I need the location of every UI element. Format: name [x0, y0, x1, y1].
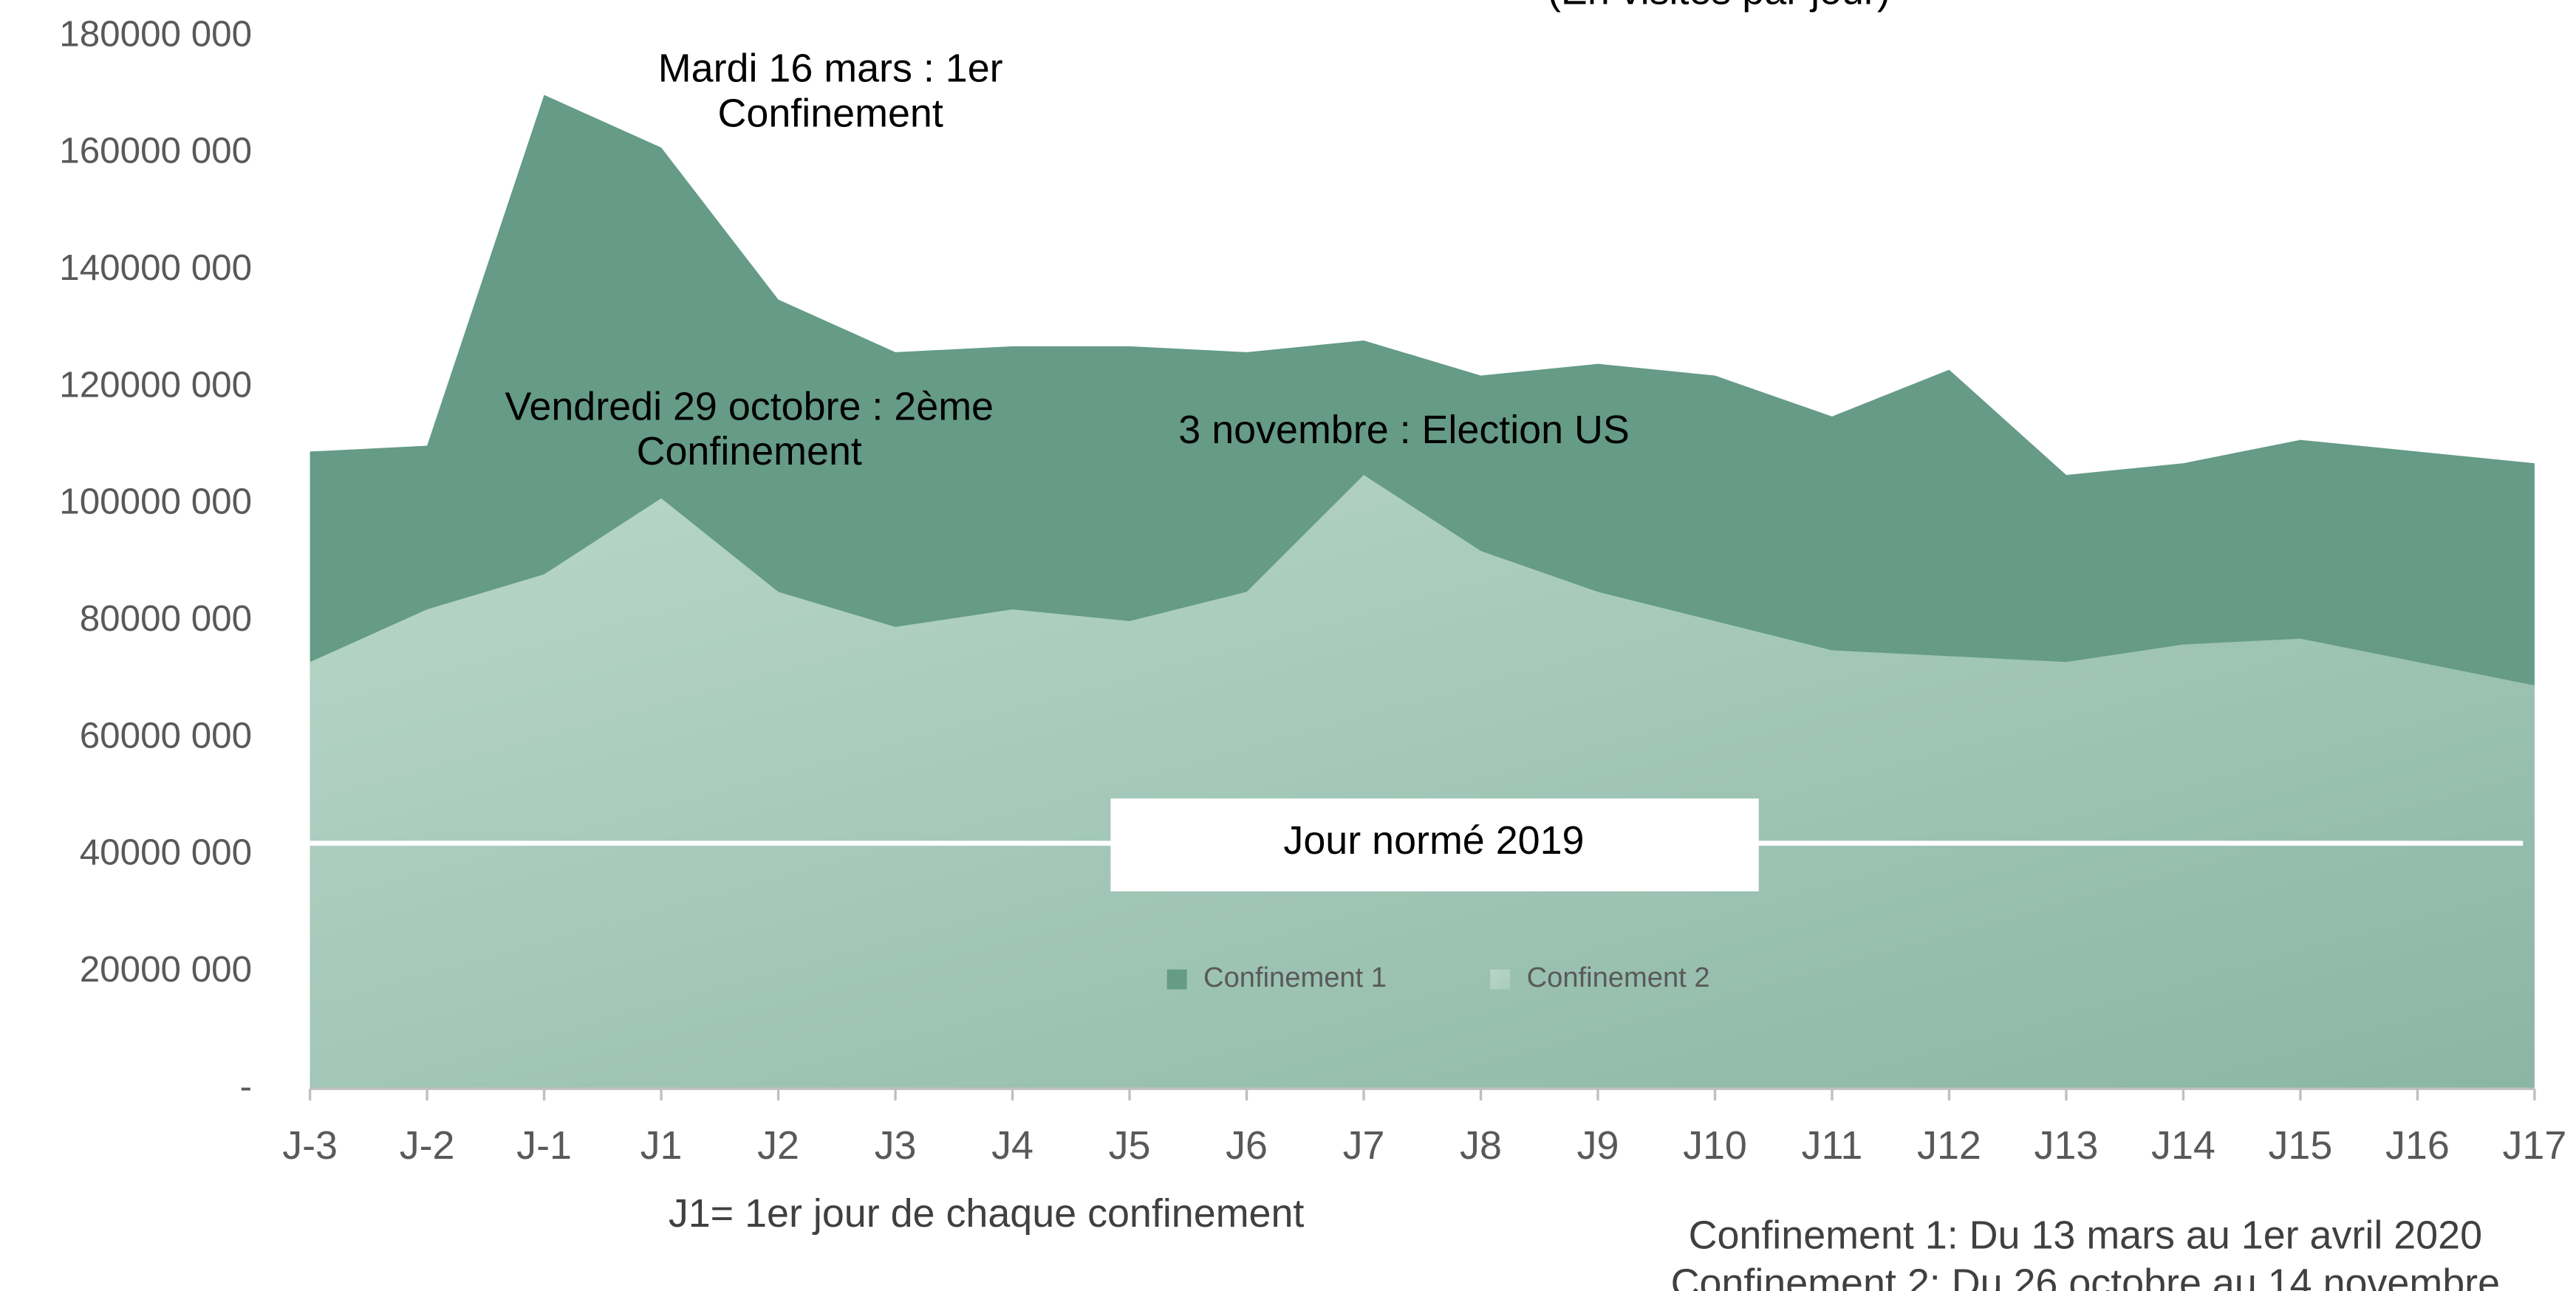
legend-swatch: [1490, 969, 1511, 990]
x-tick-label: J8: [1460, 1123, 1502, 1168]
y-tick-label: 100000 000: [59, 482, 252, 522]
x-tick-label: J13: [2035, 1123, 2099, 1168]
x-tick-label: J14: [2151, 1123, 2215, 1168]
x-tick-label: J9: [1577, 1123, 1619, 1168]
x-tick-label: J2: [757, 1123, 799, 1168]
y-tick-label: 140000 000: [59, 247, 252, 288]
y-tick-label: 20000 000: [80, 949, 252, 990]
x-tick-label: J10: [1683, 1123, 1747, 1168]
x-tick-label: J5: [1109, 1123, 1151, 1168]
y-tick-label: 60000 000: [80, 715, 252, 756]
x-tick-label: J16: [2385, 1123, 2450, 1168]
annotation: Confinement: [718, 91, 943, 135]
subtitle: (En visites par jour): [1548, 0, 1890, 13]
y-tick-label: 180000 000: [59, 13, 252, 54]
x-tick-label: J-1: [516, 1123, 572, 1168]
x-tick-label: J7: [1343, 1123, 1385, 1168]
x-tick-label: J15: [2269, 1123, 2333, 1168]
x-tick-label: J6: [1226, 1123, 1268, 1168]
reference-label: Jour normé 2019: [1283, 818, 1584, 863]
y-tick-label: 80000 000: [80, 598, 252, 639]
y-tick-label: 160000 000: [59, 131, 252, 171]
x-tick-label: J3: [875, 1123, 917, 1168]
x-tick-label: J-3: [282, 1123, 338, 1168]
x-tick-label: J11: [1802, 1123, 1863, 1168]
annotation: Mardi 16 mars : 1er: [658, 47, 1003, 91]
y-tick-label: 40000 000: [80, 832, 252, 873]
y-tick-label: -: [240, 1066, 252, 1106]
x-tick-label: J-2: [400, 1123, 455, 1168]
y-tick-label: 120000 000: [59, 364, 252, 405]
legend-label: Confinement 2: [1527, 962, 1710, 993]
annotation: 3 novembre : Election US: [1178, 408, 1630, 452]
legend-label: Confinement 1: [1203, 962, 1387, 993]
x-tick-label: J12: [1917, 1123, 1981, 1168]
note: Confinement 1: Du 13 mars au 1er avril 2…: [1689, 1213, 2482, 1257]
note: Confinement 2: Du 26 octobre au 14 novem…: [1671, 1261, 2500, 1291]
x-tick-label: J1: [640, 1123, 683, 1168]
x-tick-label: J4: [991, 1123, 1034, 1168]
annotation: Confinement: [637, 429, 862, 473]
x-axis-label: J1= 1er jour de chaque confinement: [669, 1191, 1305, 1236]
reference-label-box: [1110, 798, 1759, 891]
annotation: Vendredi 29 octobre : 2ème: [505, 384, 994, 428]
x-tick-label: J17: [2502, 1123, 2566, 1168]
area: [310, 475, 2535, 1089]
legend-swatch: [1166, 969, 1187, 990]
